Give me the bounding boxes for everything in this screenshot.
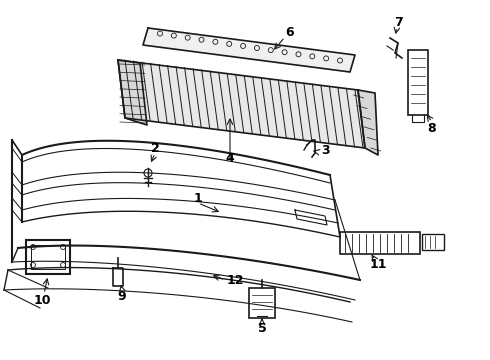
Text: 9: 9 (118, 289, 126, 302)
Text: 6: 6 (286, 26, 294, 39)
Polygon shape (143, 28, 355, 72)
Text: 7: 7 (393, 15, 402, 28)
Text: 5: 5 (258, 321, 267, 334)
Bar (249, 288, 275, 318)
Bar (26, 240, 70, 274)
Text: 4: 4 (225, 152, 234, 165)
Text: 1: 1 (194, 192, 202, 204)
Text: 3: 3 (320, 144, 329, 157)
Polygon shape (118, 60, 365, 148)
Polygon shape (118, 60, 147, 125)
Text: 12: 12 (226, 274, 244, 287)
Polygon shape (358, 90, 378, 155)
Bar (422, 234, 444, 250)
Text: 10: 10 (33, 293, 51, 306)
Text: 8: 8 (428, 122, 436, 135)
Bar (340, 232, 420, 254)
Text: 2: 2 (150, 141, 159, 154)
Text: 11: 11 (369, 258, 387, 271)
Bar (31, 245, 65, 269)
Bar (408, 50, 428, 115)
